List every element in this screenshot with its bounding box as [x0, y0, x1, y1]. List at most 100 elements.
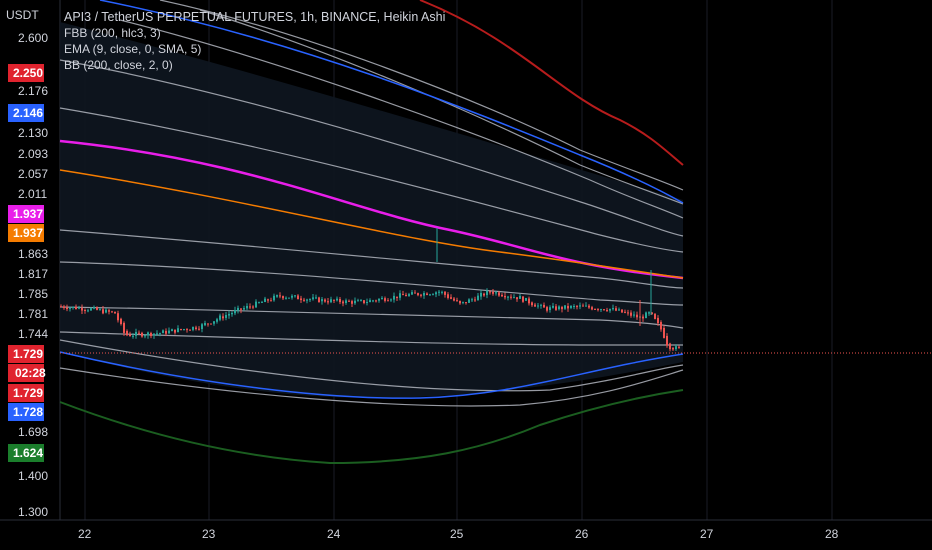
candle-body: [447, 294, 449, 298]
candle-body: [69, 307, 71, 309]
x-tick-label-25: 25: [450, 527, 464, 541]
candle-body: [192, 326, 194, 330]
candle-body: [609, 308, 611, 311]
candle-body: [327, 301, 329, 303]
candle-body: [561, 307, 563, 310]
candle-body: [651, 312, 653, 314]
candle-body: [165, 330, 167, 334]
candle-body: [264, 298, 266, 303]
fib-band-line-10: [59, 339, 684, 392]
candle-body: [522, 296, 524, 302]
candle-body: [552, 305, 554, 308]
price-label-box-7: [8, 403, 44, 421]
candle-body: [156, 333, 158, 335]
candle-body: [525, 297, 527, 301]
x-tick-label-24: 24: [327, 527, 341, 541]
candle-body: [480, 292, 482, 297]
fib-band-line-4: [59, 59, 684, 237]
candle-body: [495, 292, 497, 294]
candle-body: [492, 291, 494, 294]
candle-body: [471, 299, 473, 301]
candle-body: [252, 306, 254, 308]
candle-body: [450, 297, 452, 299]
y-tick-label-2: 2.130: [18, 126, 48, 140]
candle-body: [63, 306, 65, 308]
candle-body: [438, 291, 440, 293]
candle-body: [663, 327, 665, 338]
candle-body: [183, 329, 185, 331]
candle-body: [405, 294, 407, 297]
price-label-box-6: [8, 384, 44, 402]
bb-lower-line: [59, 351, 684, 399]
candle-body: [363, 300, 365, 304]
candle-body: [444, 291, 446, 295]
candle-body: [531, 302, 533, 306]
fib-band-line-1: [159, 0, 684, 191]
candle-body: [288, 297, 290, 299]
candle-body: [132, 335, 134, 337]
candle-body: [126, 330, 128, 336]
candle-body: [216, 319, 218, 322]
candle-body: [222, 316, 224, 319]
candle-body: [384, 298, 386, 301]
candle-body: [303, 299, 305, 301]
candle-body: [207, 323, 209, 325]
candle-body: [297, 295, 299, 300]
candle-body: [255, 301, 257, 308]
candle-body: [624, 311, 626, 313]
fib-band-line-11: [59, 367, 684, 407]
candle-body: [534, 304, 536, 307]
y-tick-label-12: 1.400: [18, 469, 48, 483]
candle-body: [564, 305, 566, 309]
candle-body: [267, 299, 269, 301]
legend-indicator-bb[interactable]: BB (200, close, 2, 0): [64, 58, 173, 72]
candle-body: [129, 334, 131, 337]
candle-body: [399, 293, 401, 298]
candle-body: [153, 333, 155, 336]
candle-body: [105, 309, 107, 313]
legend-indicator-fbb[interactable]: FBB (200, hlc3, 3): [64, 26, 161, 40]
y-tick-label-13: 1.300: [18, 505, 48, 519]
candle-body: [417, 293, 419, 296]
candle-body: [477, 295, 479, 301]
price-label-box-5: [8, 364, 44, 382]
y-tick-label-8: 1.785: [18, 287, 48, 301]
candles-group: [60, 288, 680, 352]
fib-band-line-2: [199, 9, 684, 205]
candle-body: [468, 299, 470, 303]
candle-body: [486, 290, 488, 296]
candle-body: [372, 300, 374, 302]
candle-body: [120, 318, 122, 324]
candle-body: [420, 294, 422, 296]
candle-body: [429, 294, 431, 296]
candle-body: [141, 332, 143, 337]
candle-body: [246, 306, 248, 309]
legend-indicator-ema[interactable]: EMA (9, close, 0, SMA, 5): [64, 42, 202, 56]
candle-body: [81, 307, 83, 311]
candle-body: [201, 324, 203, 330]
candle-body: [408, 294, 410, 296]
candle-body: [171, 329, 173, 332]
candle-body: [225, 315, 227, 318]
candle-body: [237, 307, 239, 311]
candle-body: [660, 322, 662, 330]
candle-body: [249, 306, 251, 308]
candle-body: [258, 302, 260, 304]
candle-body: [441, 291, 443, 293]
candle-body: [351, 301, 353, 304]
candle-body: [591, 307, 593, 310]
candle-body: [294, 295, 296, 297]
candle-body: [453, 298, 455, 301]
candle-body: [432, 294, 434, 296]
candle-body: [144, 335, 146, 337]
candle-body: [483, 293, 485, 296]
candle-body: [582, 305, 584, 307]
y-axis-unit: USDT: [6, 8, 39, 22]
candle-body: [261, 301, 263, 303]
candle-body: [90, 308, 92, 311]
candle-body: [465, 302, 467, 304]
candle-body: [489, 291, 491, 293]
x-tick-label-23: 23: [202, 527, 216, 541]
candle-body: [273, 295, 275, 301]
